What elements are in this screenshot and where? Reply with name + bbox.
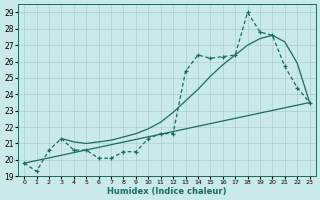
X-axis label: Humidex (Indice chaleur): Humidex (Indice chaleur) [107,187,227,196]
